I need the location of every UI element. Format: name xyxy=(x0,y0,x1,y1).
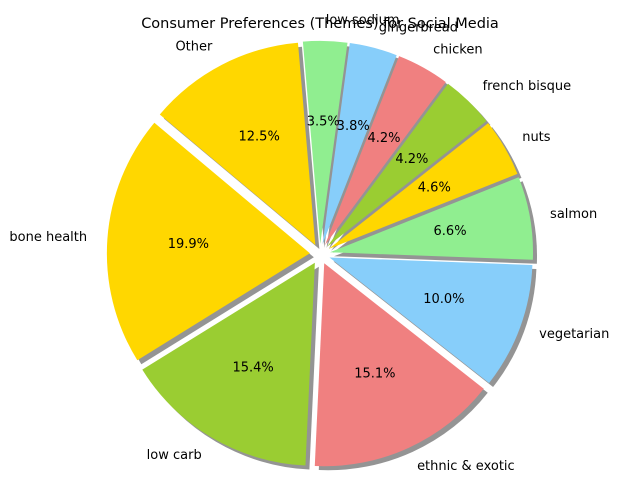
slice-percent-gingerbread: 3.8% xyxy=(337,119,370,134)
pie-slice-low-sodium xyxy=(302,40,348,244)
slice-percent-nuts: 4.6% xyxy=(418,181,451,196)
slice-percent-low-carb: 15.4% xyxy=(232,360,273,375)
slice-percent-vegetarian: 10.0% xyxy=(423,292,464,307)
slice-label-low-sodium: low sodium xyxy=(326,13,400,28)
pie-slice-bone-health xyxy=(106,122,310,361)
chart-title: Consumer Preferences (Themes) for Social… xyxy=(141,16,499,32)
pie-slice-nuts xyxy=(328,123,518,249)
slice-layer xyxy=(106,40,534,467)
slice-percent-ethnic-exotic: 15.1% xyxy=(354,367,395,382)
slice-label-other: Other xyxy=(175,39,213,54)
pie-slice-ethnic-exotic xyxy=(314,263,484,467)
slice-percent-other: 12.5% xyxy=(239,129,280,144)
pie-slice-salmon xyxy=(330,177,534,260)
slice-percent-french-bisque: 4.2% xyxy=(395,152,428,167)
slice-label-vegetarian: vegetarian xyxy=(539,327,609,342)
slice-percent-chicken: 4.2% xyxy=(367,131,400,146)
slice-label-french-bisque: french bisque xyxy=(483,79,572,94)
slice-label-nuts: nuts xyxy=(522,130,551,145)
slice-label-bone-health: bone health xyxy=(9,230,87,245)
slice-percent-bone-health: 19.9% xyxy=(168,237,209,252)
label-layer: bone health 19.9% low carb 15.4% ethnic & ex… xyxy=(9,13,609,474)
slice-percent-low-sodium: 3.5% xyxy=(307,115,340,130)
pie-slice-low-carb xyxy=(142,262,315,466)
pie-slice-other xyxy=(159,42,316,245)
slice-label-ethnic-exotic: ethnic & exotic xyxy=(417,459,515,474)
pie-slice-french-bisque xyxy=(327,83,487,247)
slice-percent-salmon: 6.6% xyxy=(434,224,467,239)
pie-slice-chicken xyxy=(324,56,446,246)
pie-slice-vegetarian xyxy=(329,257,533,384)
slice-label-salmon: salmon xyxy=(550,207,597,222)
slice-label-low-carb: low carb xyxy=(147,448,202,463)
pie-slice-gingerbread xyxy=(322,43,397,245)
slice-label-chicken: chicken xyxy=(433,42,482,57)
slice-label-gingerbread: gingerbread xyxy=(379,21,458,36)
